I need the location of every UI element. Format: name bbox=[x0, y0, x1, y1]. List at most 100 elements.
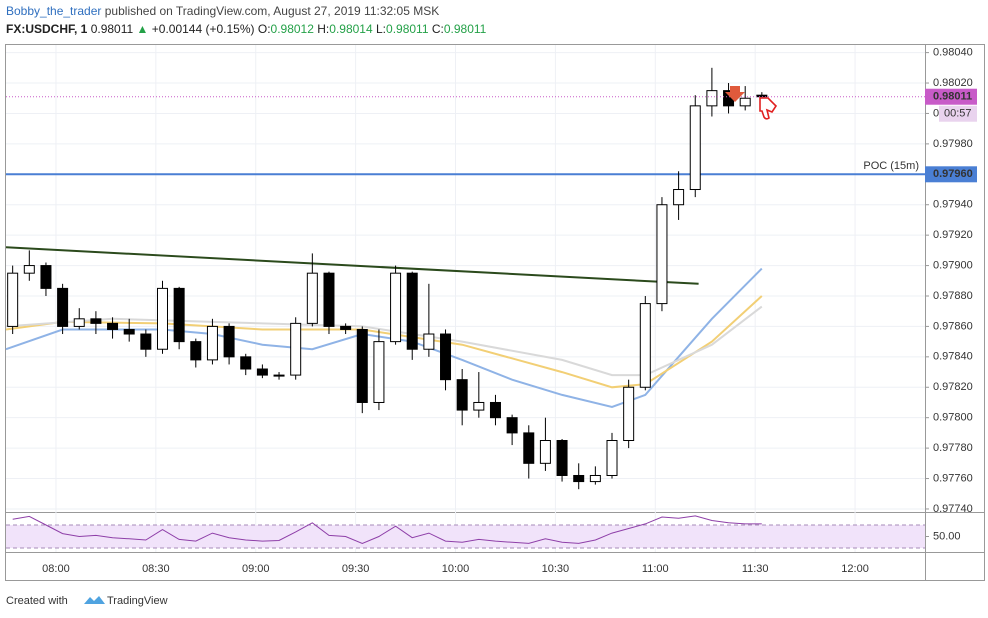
candle-body bbox=[756, 94, 768, 98]
candle-body bbox=[206, 325, 218, 361]
poc-label: POC (15m) bbox=[863, 160, 919, 172]
y-tick-label: 0.97760 bbox=[933, 472, 973, 484]
candle-body bbox=[523, 432, 535, 464]
rsi-tick-label: 50.00 bbox=[933, 530, 961, 542]
rsi-line bbox=[12, 515, 762, 544]
ohlc-key: C: bbox=[432, 22, 444, 36]
candle-body bbox=[90, 318, 102, 324]
candle-body bbox=[623, 386, 635, 442]
candle-body bbox=[423, 333, 435, 350]
current-price-box bbox=[925, 88, 977, 105]
candle-body bbox=[573, 474, 585, 483]
candle-body bbox=[40, 265, 52, 289]
y-tick-label: 0.97860 bbox=[933, 320, 973, 332]
candle-body bbox=[323, 272, 335, 327]
x-tick-label: 11:30 bbox=[742, 563, 769, 575]
author[interactable]: Bobby_the_trader bbox=[6, 4, 101, 18]
x-tick-label: 08:30 bbox=[142, 563, 170, 575]
countdown-label: 00:57 bbox=[944, 108, 972, 120]
candle-body bbox=[156, 287, 168, 350]
ohlc-key: H: bbox=[317, 22, 329, 36]
footer-brand[interactable]: TradingView bbox=[107, 595, 168, 607]
symbol: FX:USDCHF, 1 bbox=[6, 22, 88, 36]
candle-body bbox=[240, 356, 252, 370]
header: Bobby_the_trader published on TradingVie… bbox=[6, 4, 439, 18]
x-tick-label: 09:30 bbox=[342, 563, 370, 575]
y-tick-label: 0.97820 bbox=[933, 381, 973, 393]
ohlc-value: 0.98011 bbox=[444, 22, 487, 36]
y-tick-label: 0 bbox=[933, 107, 939, 119]
candle-body bbox=[140, 333, 152, 350]
candle-body bbox=[23, 265, 35, 274]
candle-body bbox=[373, 341, 385, 403]
x-tick-label: 10:30 bbox=[542, 563, 570, 575]
candle-body bbox=[506, 417, 518, 434]
candle-body bbox=[306, 272, 318, 324]
y-tick-label: 0.97900 bbox=[933, 259, 973, 271]
x-tick-label: 09:00 bbox=[242, 563, 270, 575]
candle-body bbox=[273, 374, 285, 377]
change: +0.00144 (+0.15%) bbox=[152, 22, 255, 36]
ohlc-value: 0.98011 bbox=[386, 22, 429, 36]
grid bbox=[6, 45, 925, 552]
candle-body bbox=[73, 318, 85, 327]
y-tick-label: 0.97800 bbox=[933, 412, 973, 424]
y-tick-label: 0.97980 bbox=[933, 138, 973, 150]
published: published on TradingView.com, August 27,… bbox=[105, 4, 439, 18]
candle-body bbox=[356, 328, 368, 403]
candle-body bbox=[390, 272, 402, 343]
y-tick-label: 0.97780 bbox=[933, 442, 973, 454]
last-price: 0.98011 bbox=[91, 22, 134, 36]
candle-body bbox=[706, 90, 718, 107]
candle-body bbox=[406, 272, 418, 350]
x-tick-label: 12:00 bbox=[841, 563, 869, 575]
candle-body bbox=[256, 368, 268, 376]
candle-body bbox=[123, 328, 135, 335]
candle-body bbox=[456, 379, 468, 411]
candle-body bbox=[340, 325, 352, 330]
candle-body bbox=[656, 204, 668, 305]
candle-body bbox=[489, 401, 501, 419]
y-tick-label: 0.97740 bbox=[933, 503, 973, 515]
candle-body bbox=[173, 287, 185, 343]
ohlc-key: L: bbox=[376, 22, 386, 36]
plot: POC (15m) bbox=[5, 67, 925, 549]
candle-body bbox=[539, 440, 551, 464]
arrow-icon bbox=[725, 86, 745, 102]
candle-body bbox=[223, 325, 235, 358]
candle-body bbox=[739, 97, 751, 107]
x-tick-label: 10:00 bbox=[442, 563, 470, 575]
current-price-label: 0.98011 bbox=[933, 91, 972, 103]
candle-body bbox=[107, 322, 119, 330]
ohlc-value: 0.98014 bbox=[329, 22, 373, 36]
y-tick-label: 0.97840 bbox=[933, 351, 973, 363]
candle-body bbox=[589, 474, 601, 483]
candle-body bbox=[639, 303, 651, 388]
thumbs-down-icon bbox=[759, 97, 778, 120]
candle-body bbox=[7, 272, 19, 327]
poc-price-label: 0.97960 bbox=[933, 168, 973, 180]
brand-logo bbox=[84, 596, 105, 604]
candle-body bbox=[290, 322, 302, 376]
rsi-band bbox=[6, 525, 925, 548]
x-tick-label: 11:00 bbox=[642, 563, 669, 575]
ohlc-value: 0.98012 bbox=[271, 22, 315, 36]
x-tick-label: 08:00 bbox=[42, 563, 70, 575]
y-tick-label: 0.97920 bbox=[933, 229, 973, 241]
y-tick-label: 0.98040 bbox=[933, 47, 973, 59]
countdown-box bbox=[939, 105, 977, 122]
candle-body bbox=[473, 401, 485, 411]
annotation-icons bbox=[725, 86, 778, 120]
ohlc-key: O: bbox=[258, 22, 271, 36]
legend: FX:USDCHF, 1 0.98011 ▲ +0.00144 (+0.15%)… bbox=[6, 22, 487, 36]
y-tick-label: 0.97940 bbox=[933, 199, 973, 211]
y-tick-label: 0.98020 bbox=[933, 77, 973, 89]
candle-body bbox=[689, 105, 701, 191]
candle-body bbox=[440, 333, 452, 381]
axes: 08:00 08:30 09:00 09:30 10:00 10:30 11:00 11:30… bbox=[42, 47, 977, 575]
poc-price-box bbox=[925, 166, 977, 183]
candle-body bbox=[57, 287, 69, 327]
candle-body bbox=[190, 341, 202, 361]
candle-body bbox=[673, 189, 685, 206]
